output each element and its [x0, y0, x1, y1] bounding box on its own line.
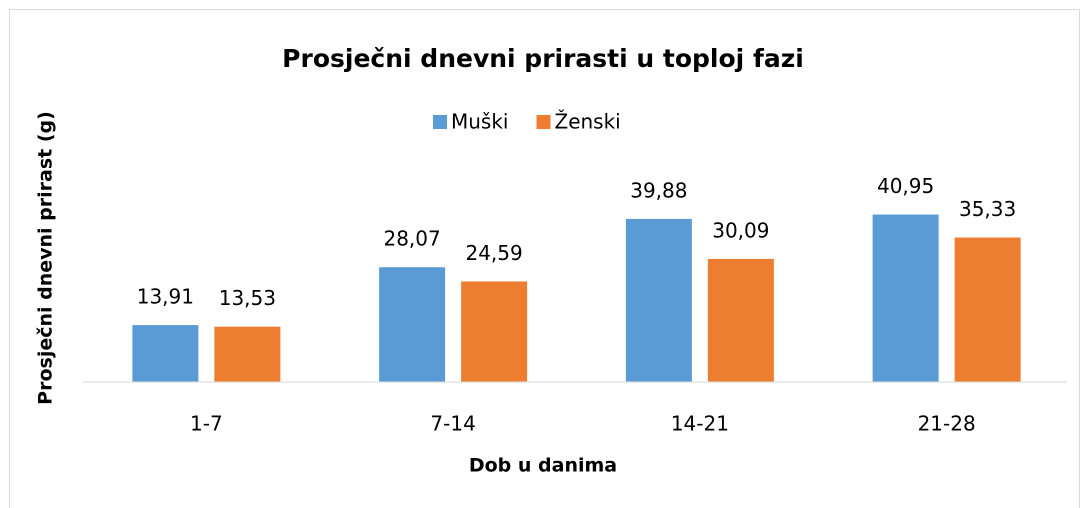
x-tick-label: 14-21	[671, 412, 729, 436]
legend-swatch	[433, 115, 447, 129]
y-axis-label: Prosječni dnevni prirast (g)	[35, 111, 57, 405]
x-axis-label: Dob u danima	[469, 455, 617, 477]
bar	[461, 281, 528, 382]
bar	[132, 325, 199, 382]
bar	[954, 237, 1021, 382]
bar	[625, 218, 692, 382]
x-tick-label: 1-7	[190, 412, 223, 436]
chart-title: Prosječni dnevni prirasti u toploj fazi	[282, 44, 804, 73]
x-tick-label: 7-14	[430, 412, 475, 436]
data-label: 30,09	[712, 218, 769, 242]
legend-swatch	[536, 115, 551, 129]
data-label: 13,53	[219, 286, 276, 310]
bar	[707, 258, 774, 382]
data-label: 39,88	[630, 178, 687, 202]
bar	[872, 214, 939, 382]
data-label: 24,59	[465, 241, 522, 265]
data-label: 13,91	[137, 285, 194, 309]
legend-label: Muški	[451, 110, 509, 134]
data-label: 40,95	[877, 174, 934, 198]
data-label: 28,07	[383, 227, 440, 251]
bar	[379, 267, 446, 382]
legend-label: Ženski	[555, 110, 621, 134]
data-label: 35,33	[959, 197, 1016, 221]
x-tick-label: 21-28	[918, 412, 976, 436]
bar	[214, 326, 281, 382]
